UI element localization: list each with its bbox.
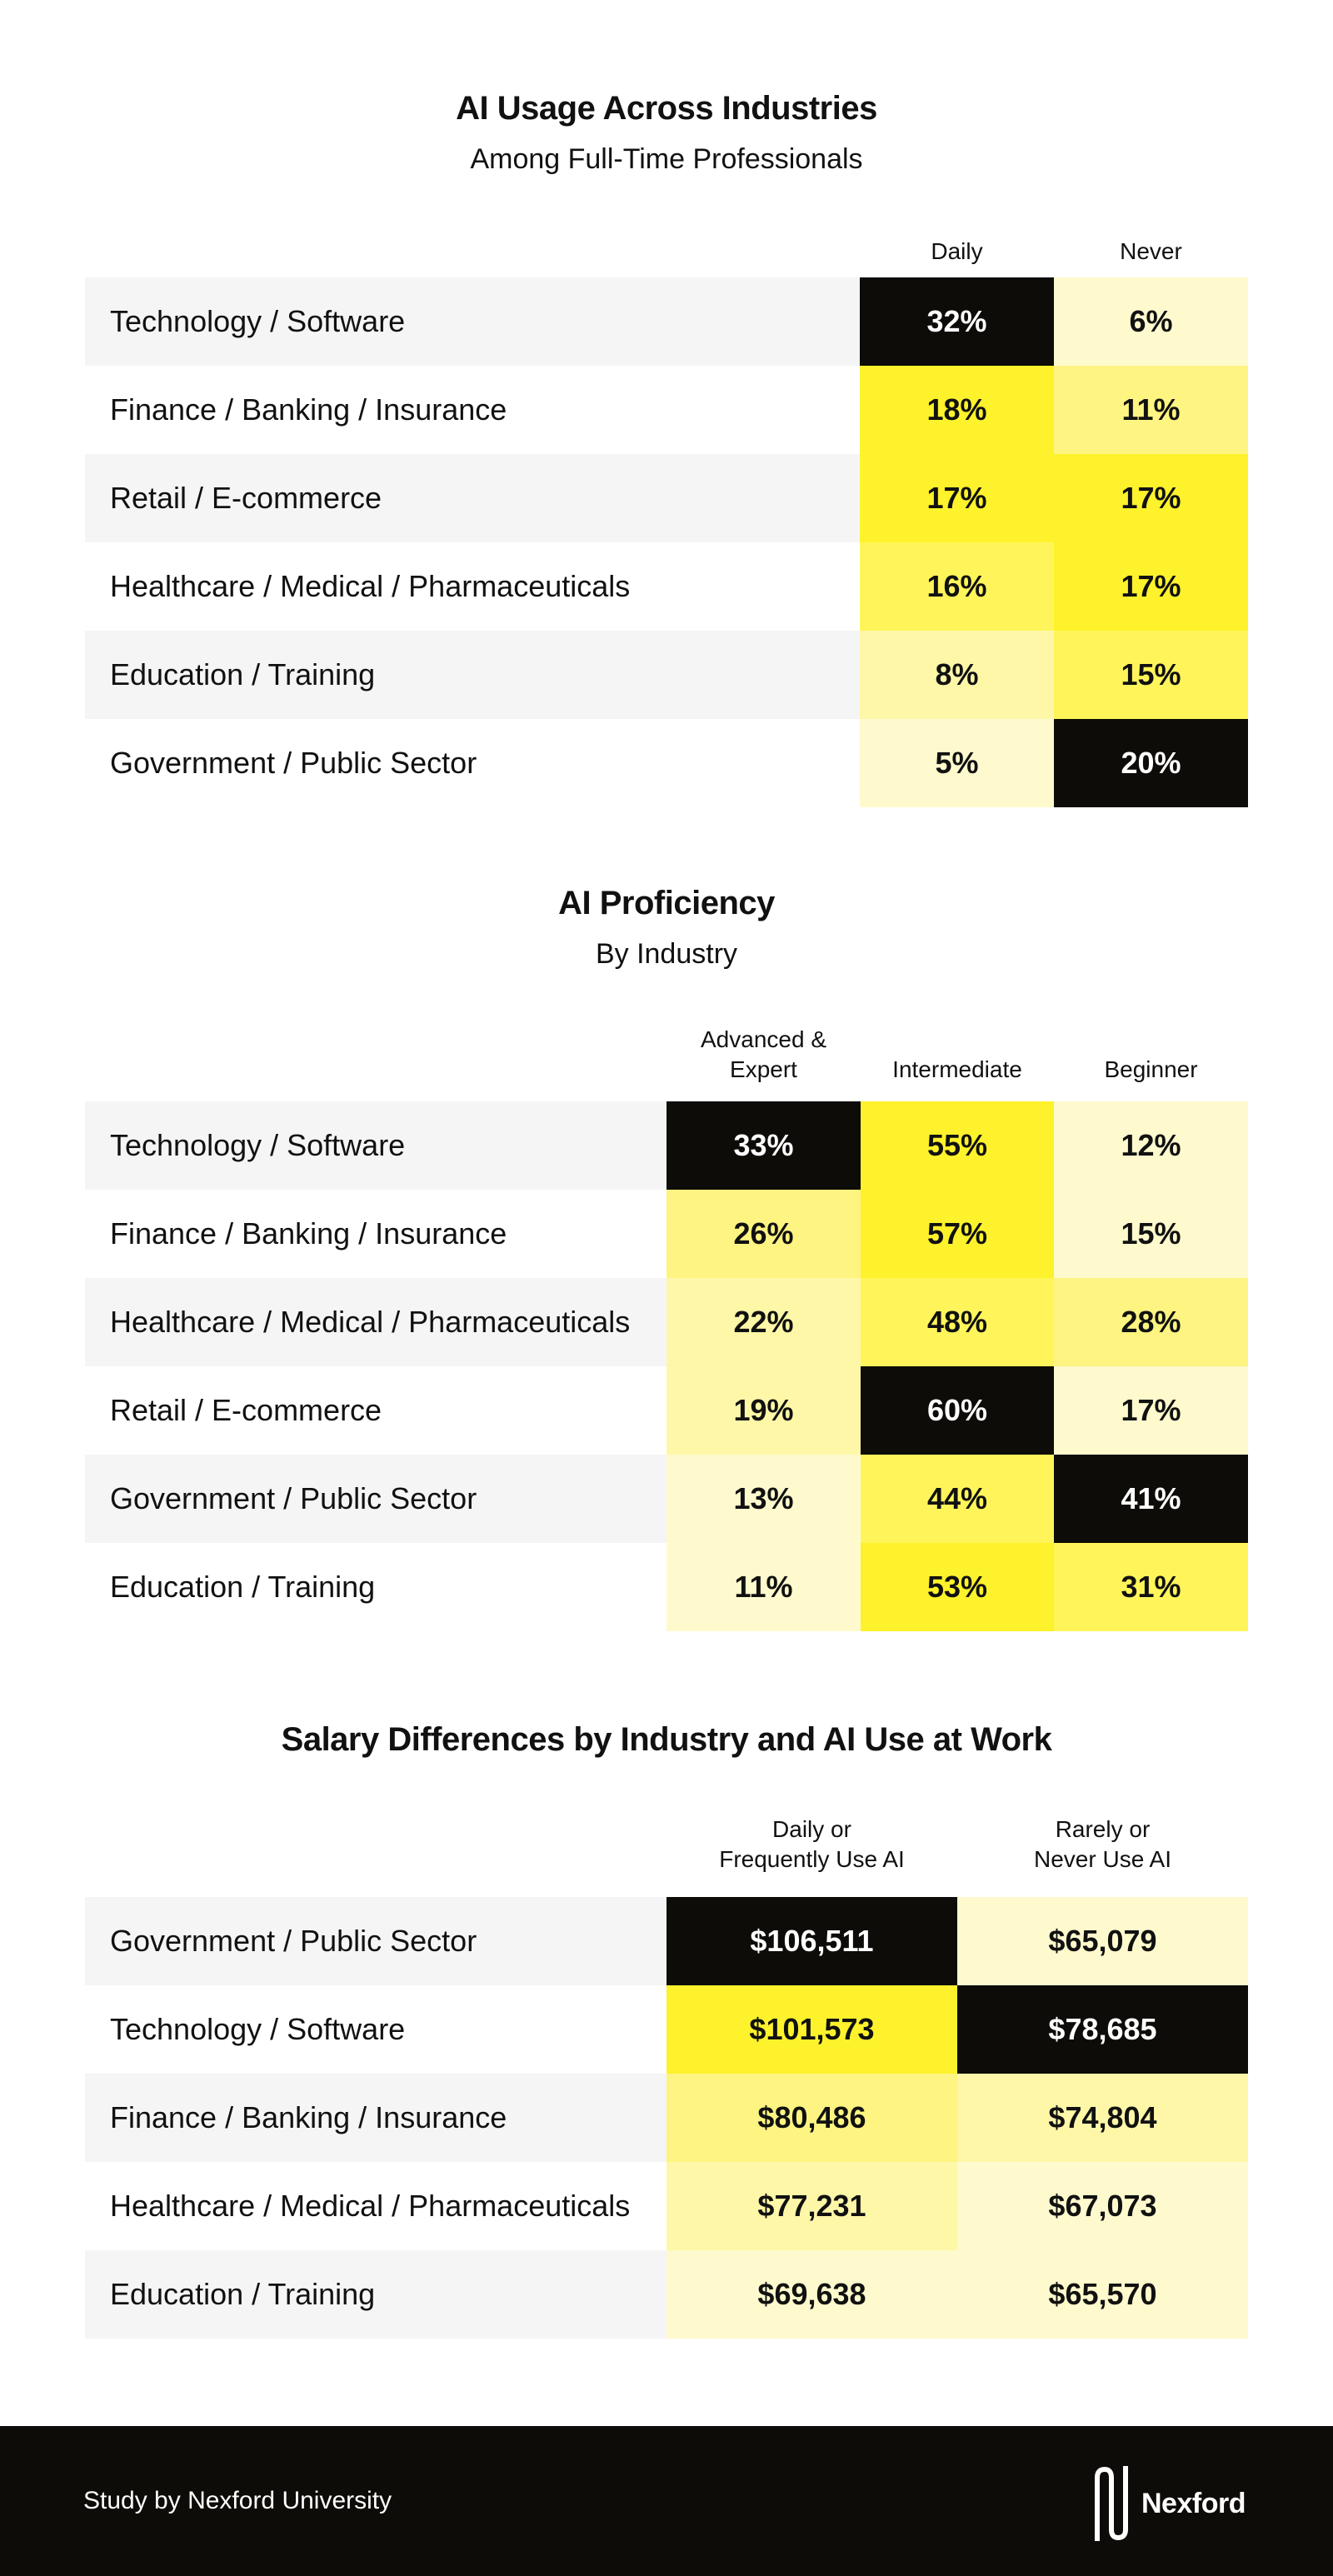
heatmap-cell: 19% bbox=[666, 1366, 861, 1455]
row-label: Government / Public Sector bbox=[110, 1481, 477, 1515]
table-row bbox=[85, 1278, 666, 1366]
nexford-logo: Nexford bbox=[1093, 2466, 1246, 2541]
table-row bbox=[85, 1455, 666, 1543]
heatmap-cell: $65,079 bbox=[957, 1897, 1248, 1985]
heatmap-cell: 15% bbox=[1054, 1190, 1248, 1278]
usage-subtitle: Among Full-Time Professionals bbox=[470, 143, 863, 175]
heatmap-cell: 8% bbox=[860, 631, 1054, 719]
heatmap-cell: 60% bbox=[861, 1366, 1054, 1455]
row-label: Retail / E-commerce bbox=[110, 1393, 382, 1427]
heatmap-cell: 15% bbox=[1054, 631, 1248, 719]
heatmap-cell: 28% bbox=[1054, 1278, 1248, 1366]
heatmap-cell: $67,073 bbox=[957, 2162, 1248, 2250]
heatmap-cell: 13% bbox=[666, 1455, 861, 1543]
heatmap-cell: $69,638 bbox=[666, 2250, 957, 2339]
heatmap-cell: 26% bbox=[666, 1190, 861, 1278]
heatmap-cell: $101,573 bbox=[666, 1985, 957, 2074]
logo-text: Nexford bbox=[1141, 2487, 1246, 2519]
heatmap-cell: 17% bbox=[1054, 454, 1248, 542]
row-label: Government / Public Sector bbox=[110, 1924, 477, 1958]
footer: Study by Nexford University Nexford bbox=[0, 2426, 1333, 2576]
table-row bbox=[85, 1101, 666, 1190]
nexford-logo-icon bbox=[1095, 2466, 1128, 2541]
row-label: Technology / Software bbox=[110, 1128, 406, 1162]
column-header: Intermediate bbox=[892, 1056, 1022, 1082]
heatmap-cell: 55% bbox=[861, 1101, 1054, 1190]
row-label: Finance / Banking / Insurance bbox=[110, 1216, 507, 1251]
proficiency-title: AI Proficiency bbox=[558, 885, 775, 921]
proficiency-subtitle: By Industry bbox=[595, 938, 738, 970]
column-header: Rarely or Never Use AI bbox=[1034, 1816, 1171, 1872]
heatmap-cell: 16% bbox=[860, 542, 1054, 631]
heatmap-cell: 31% bbox=[1054, 1543, 1248, 1631]
heatmap-cell: 12% bbox=[1054, 1101, 1248, 1190]
row-label: Education / Training bbox=[110, 1570, 376, 1604]
row-label: Technology / Software bbox=[110, 2012, 406, 2046]
heatmap-cell: 18% bbox=[860, 366, 1054, 454]
heatmap-cell: 17% bbox=[1054, 542, 1248, 631]
heatmap-cell: 33% bbox=[666, 1101, 861, 1190]
heatmap-cell: 17% bbox=[1054, 1366, 1248, 1455]
heatmap-cell: $74,804 bbox=[957, 2074, 1248, 2162]
heatmap-cell: 41% bbox=[1054, 1455, 1248, 1543]
heatmap-cell: 11% bbox=[1054, 366, 1248, 454]
column-header: Advanced & Expert bbox=[701, 1026, 826, 1082]
row-label: Healthcare / Medical / Pharmaceuticals bbox=[110, 2189, 631, 2223]
row-label: Technology / Software bbox=[110, 304, 406, 338]
heatmap-cell: 53% bbox=[861, 1543, 1054, 1631]
heatmap-cell: 17% bbox=[860, 454, 1054, 542]
table-row bbox=[85, 454, 860, 542]
column-header: Daily bbox=[931, 238, 983, 264]
row-label: Retail / E-commerce bbox=[110, 481, 382, 515]
heatmap-cell: $80,486 bbox=[666, 2074, 957, 2162]
row-label: Healthcare / Medical / Pharmaceuticals bbox=[110, 1305, 631, 1339]
table-row bbox=[85, 277, 860, 366]
heatmap-cell: 57% bbox=[861, 1190, 1054, 1278]
row-label: Finance / Banking / Insurance bbox=[110, 2100, 507, 2134]
table-row bbox=[85, 2074, 666, 2162]
heatmap-cell: $65,570 bbox=[957, 2250, 1248, 2339]
heatmap-cell: 5% bbox=[860, 719, 1054, 807]
row-label: Education / Training bbox=[110, 657, 376, 691]
table-row bbox=[85, 2250, 666, 2339]
row-label: Education / Training bbox=[110, 2277, 376, 2311]
table-row bbox=[85, 631, 860, 719]
heatmap-cell: 32% bbox=[860, 277, 1054, 366]
heatmap-cell: 11% bbox=[666, 1543, 861, 1631]
row-label: Government / Public Sector bbox=[110, 746, 477, 780]
table-row bbox=[85, 1897, 666, 1985]
column-header: Never bbox=[1120, 238, 1182, 264]
heatmap-cell: 22% bbox=[666, 1278, 861, 1366]
usage-title: AI Usage Across Industries bbox=[456, 90, 877, 127]
heatmap-cell: 48% bbox=[861, 1278, 1054, 1366]
heatmap-cell: 44% bbox=[861, 1455, 1054, 1543]
salary-title: Salary Differences by Industry and AI Us… bbox=[281, 1721, 1052, 1758]
heatmap-cell: $106,511 bbox=[666, 1897, 957, 1985]
heatmap-cell: $77,231 bbox=[666, 2162, 957, 2250]
heatmap-cell: $78,685 bbox=[957, 1985, 1248, 2074]
column-header: Beginner bbox=[1104, 1056, 1198, 1082]
row-label: Healthcare / Medical / Pharmaceuticals bbox=[110, 569, 631, 603]
column-header: Daily or Frequently Use AI bbox=[719, 1816, 905, 1872]
heatmap-cell: 6% bbox=[1054, 277, 1248, 366]
footer-credit: Study by Nexford University bbox=[83, 2487, 392, 2514]
row-label: Finance / Banking / Insurance bbox=[110, 392, 507, 427]
heatmap-cell: 20% bbox=[1054, 719, 1248, 807]
